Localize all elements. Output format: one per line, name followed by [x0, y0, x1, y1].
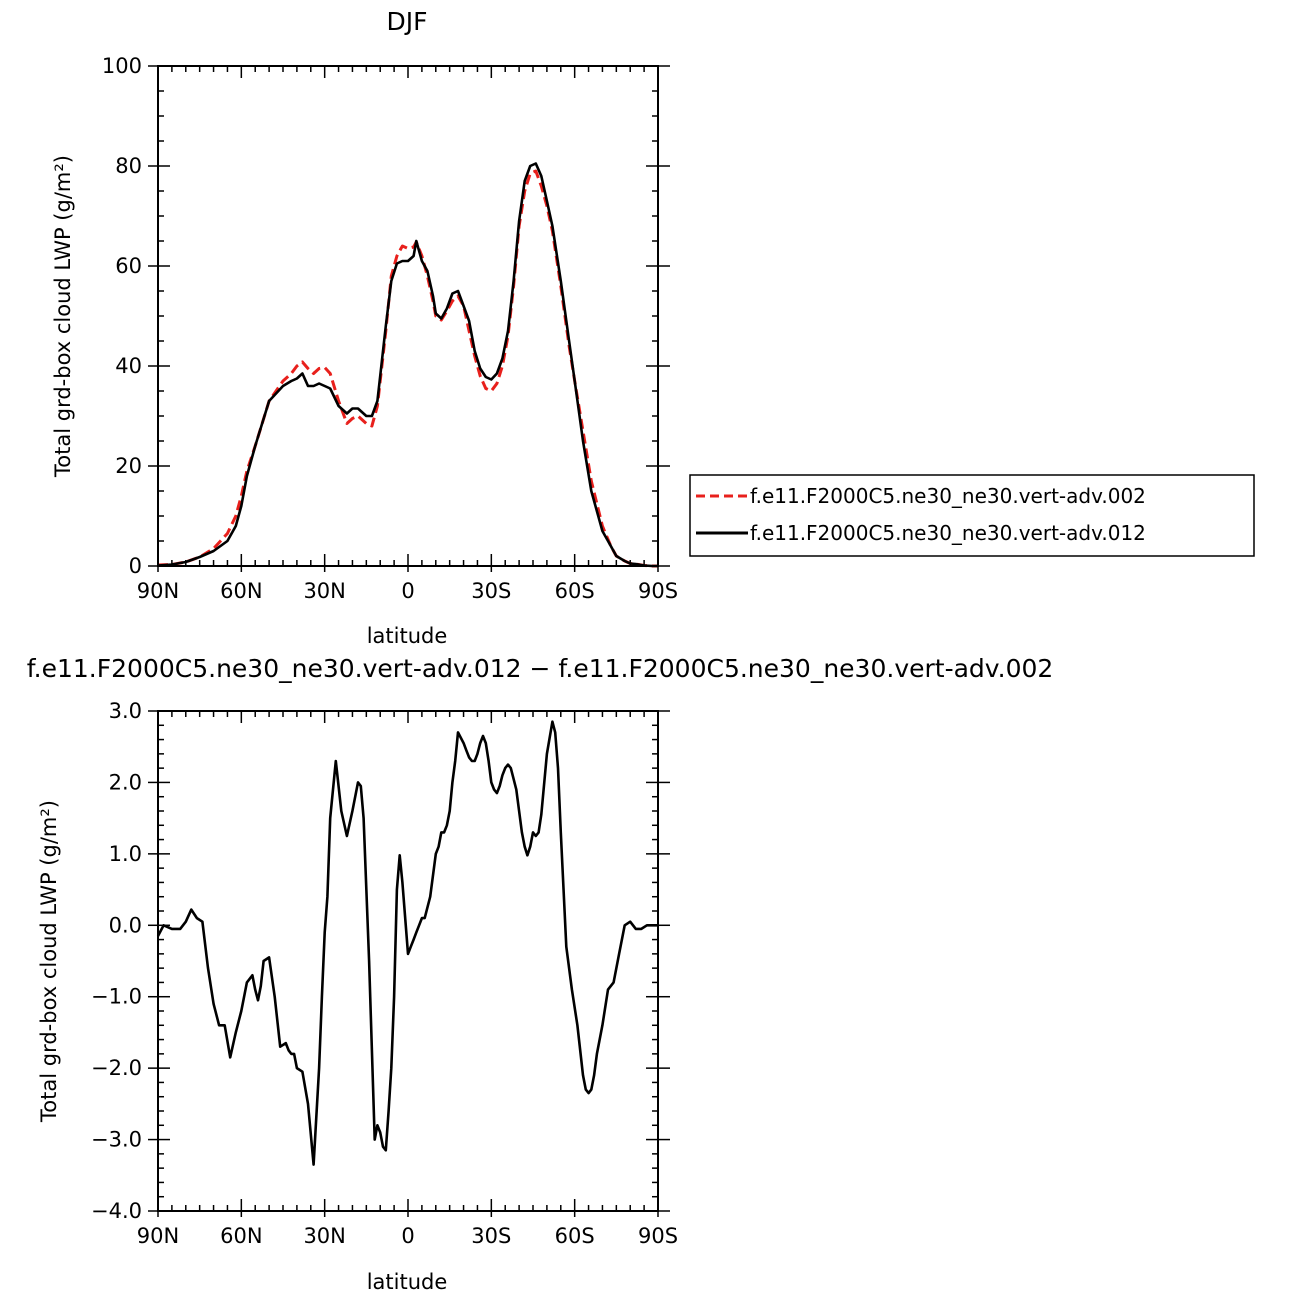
bottom-y-ticks: −4.0 −3.0 −2.0 −1.0 0.0 1.0 2.0 3.0	[91, 699, 670, 1223]
legend-label-012: f.e11.F2000C5.ne30_ne30.vert-adv.012	[750, 521, 1146, 545]
bottom-x-ticks: 90N 60N 30N 0 30S 60S 90S	[137, 711, 678, 1248]
top-y-axis-title: Total grd-box cloud LWP (g/m²)	[51, 155, 75, 478]
top-x-tick-label: 30N	[303, 579, 345, 603]
top-x-ticks: 90N 60N 30N 0 30S 60S 90S	[137, 66, 678, 603]
top-y-ticks: 0 20 40 60 80 100	[102, 54, 670, 578]
top-series-layer	[157, 162, 658, 568]
bottom-y-tick-label: 0.0	[109, 913, 142, 937]
bottom-y-tick-label: −3.0	[91, 1128, 142, 1152]
bottom-y-tick-label: 2.0	[109, 770, 142, 794]
top-plot-frame	[157, 65, 659, 567]
bottom-plot-frame	[157, 710, 659, 1212]
bottom-x-tick-label: 90N	[137, 1224, 179, 1248]
top-x-tick-label: 90S	[638, 579, 678, 603]
bottom-series-line-0	[156, 720, 658, 1166]
bottom-panel: f.e11.F2000C5.ne30_ne30.vert-adv.012 − f…	[27, 654, 1054, 1294]
bottom-y-tick-label: −1.0	[91, 985, 142, 1009]
top-y-tick-label: 80	[115, 154, 142, 178]
top-series-line-1	[157, 162, 658, 568]
top-x-tick-label: 90N	[137, 579, 179, 603]
top-y-tick-label: 40	[115, 354, 142, 378]
bottom-x-tick-label: 0	[401, 1224, 414, 1248]
bottom-y-tick-label: −2.0	[91, 1056, 142, 1080]
top-series-line-0	[157, 169, 658, 568]
top-panel: DJF 90N 60N 30N 0 30S 60S 90S 0 20 40 60 80 100 lat…	[51, 7, 1255, 648]
top-x-tick-label: 60S	[555, 579, 595, 603]
top-y-tick-label: 60	[115, 254, 142, 278]
top-y-tick-label: 20	[115, 454, 142, 478]
top-y-tick-label: 0	[129, 554, 142, 578]
bottom-x-axis-title: latitude	[367, 1270, 448, 1294]
top-x-tick-label: 0	[401, 579, 414, 603]
bottom-x-tick-label: 30S	[471, 1224, 511, 1248]
bottom-y-tick-label: 3.0	[109, 699, 142, 723]
bottom-x-tick-label: 90S	[638, 1224, 678, 1248]
bottom-y-tick-label: −4.0	[91, 1199, 142, 1223]
top-x-axis-title: latitude	[367, 624, 448, 648]
legend-label-002: f.e11.F2000C5.ne30_ne30.vert-adv.002	[750, 484, 1146, 508]
bottom-y-axis-title: Total grd-box cloud LWP (g/m²)	[37, 800, 61, 1123]
bottom-series-layer	[156, 720, 658, 1166]
bottom-x-tick-label: 60S	[555, 1224, 595, 1248]
top-plot-title: DJF	[386, 7, 427, 36]
top-y-tick-label: 100	[102, 54, 142, 78]
legend: f.e11.F2000C5.ne30_ne30.vert-adv.002 f.e…	[689, 474, 1255, 557]
bottom-y-tick-label: 1.0	[109, 842, 142, 866]
bottom-x-tick-label: 30N	[303, 1224, 345, 1248]
bottom-plot-title: f.e11.F2000C5.ne30_ne30.vert-adv.012 − f…	[27, 654, 1054, 683]
top-x-tick-label: 30S	[471, 579, 511, 603]
top-x-tick-label: 60N	[220, 579, 262, 603]
bottom-x-tick-label: 60N	[220, 1224, 262, 1248]
legend-box	[689, 474, 1255, 557]
